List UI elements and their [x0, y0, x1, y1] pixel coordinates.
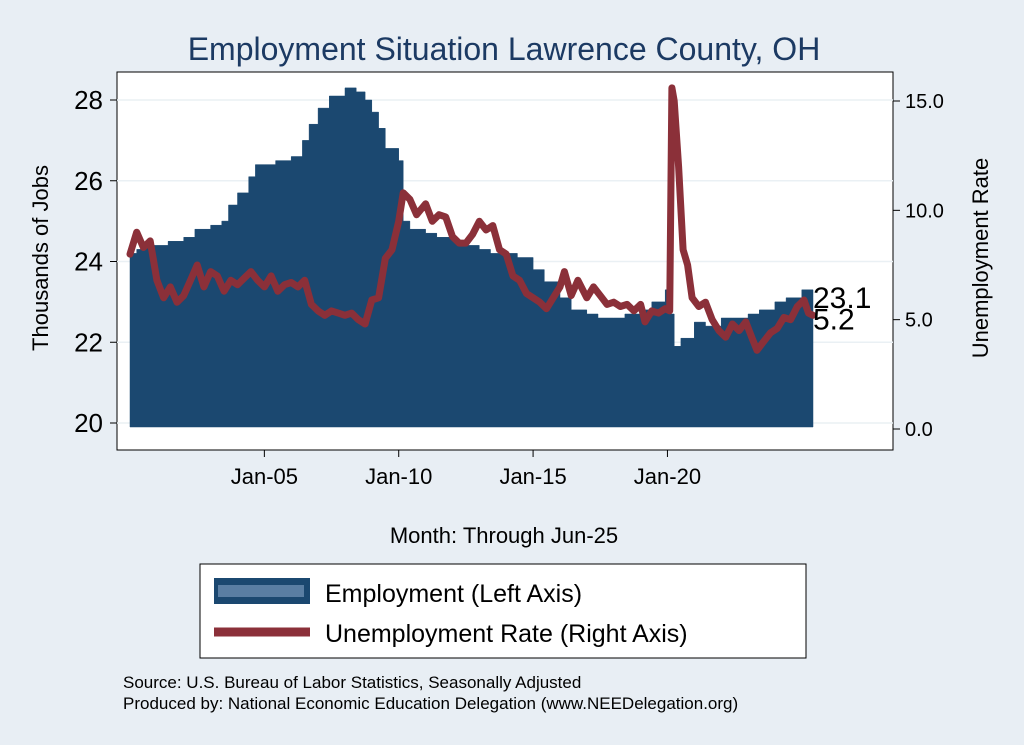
legend-swatch-employment-inner: [218, 585, 304, 597]
right-tick-label: 10.0: [905, 200, 944, 222]
end-labels: 23.15.2: [813, 282, 871, 336]
chart-title: Employment Situation Lawrence County, OH: [188, 31, 821, 67]
legend-label-employment: Employment (Left Axis): [325, 580, 582, 608]
right-axis-label: Unemployment Rate: [968, 158, 993, 359]
end-label-unemployment: 5.2: [813, 303, 855, 336]
right-tick-label: 5.0: [905, 310, 933, 332]
left-tick-label: 24: [74, 247, 103, 277]
legend-label-unemployment: Unemployment Rate (Right Axis): [325, 620, 688, 648]
right-axis: 0.0 5.0 10.0 15.0: [893, 91, 944, 441]
legend: Employment (Left Axis) Unemployment Rate…: [199, 563, 807, 659]
employment-area-layer: [129, 87, 814, 428]
right-tick-label: 15.0: [905, 91, 944, 113]
x-tick-label: Jan-05: [231, 464, 298, 489]
end-label-employment: 23.1: [813, 282, 871, 315]
x-tick-label: Jan-10: [365, 464, 432, 489]
right-tick-label: 0.0: [905, 419, 933, 441]
employment-area: [129, 87, 814, 428]
producer-note: Produced by: National Economic Education…: [123, 694, 738, 713]
unemployment-line-layer: [126, 84, 817, 354]
unemployment-line: [126, 84, 817, 354]
x-tick-label: Jan-20: [634, 464, 701, 489]
left-axis: 20 22 24 26 28: [74, 85, 117, 438]
left-tick-label: 20: [74, 408, 103, 438]
source-note: Source: U.S. Bureau of Labor Statistics,…: [123, 673, 581, 692]
x-axis-label: Month: Through Jun-25: [390, 523, 618, 548]
x-tick-label: Jan-15: [499, 464, 566, 489]
left-tick-label: 28: [74, 85, 103, 115]
x-axis: Jan-05 Jan-10 Jan-15 Jan-20: [231, 450, 701, 489]
left-tick-label: 22: [74, 327, 103, 357]
left-tick-label: 26: [74, 166, 103, 196]
left-axis-label: Thousands of Jobs: [28, 165, 53, 351]
